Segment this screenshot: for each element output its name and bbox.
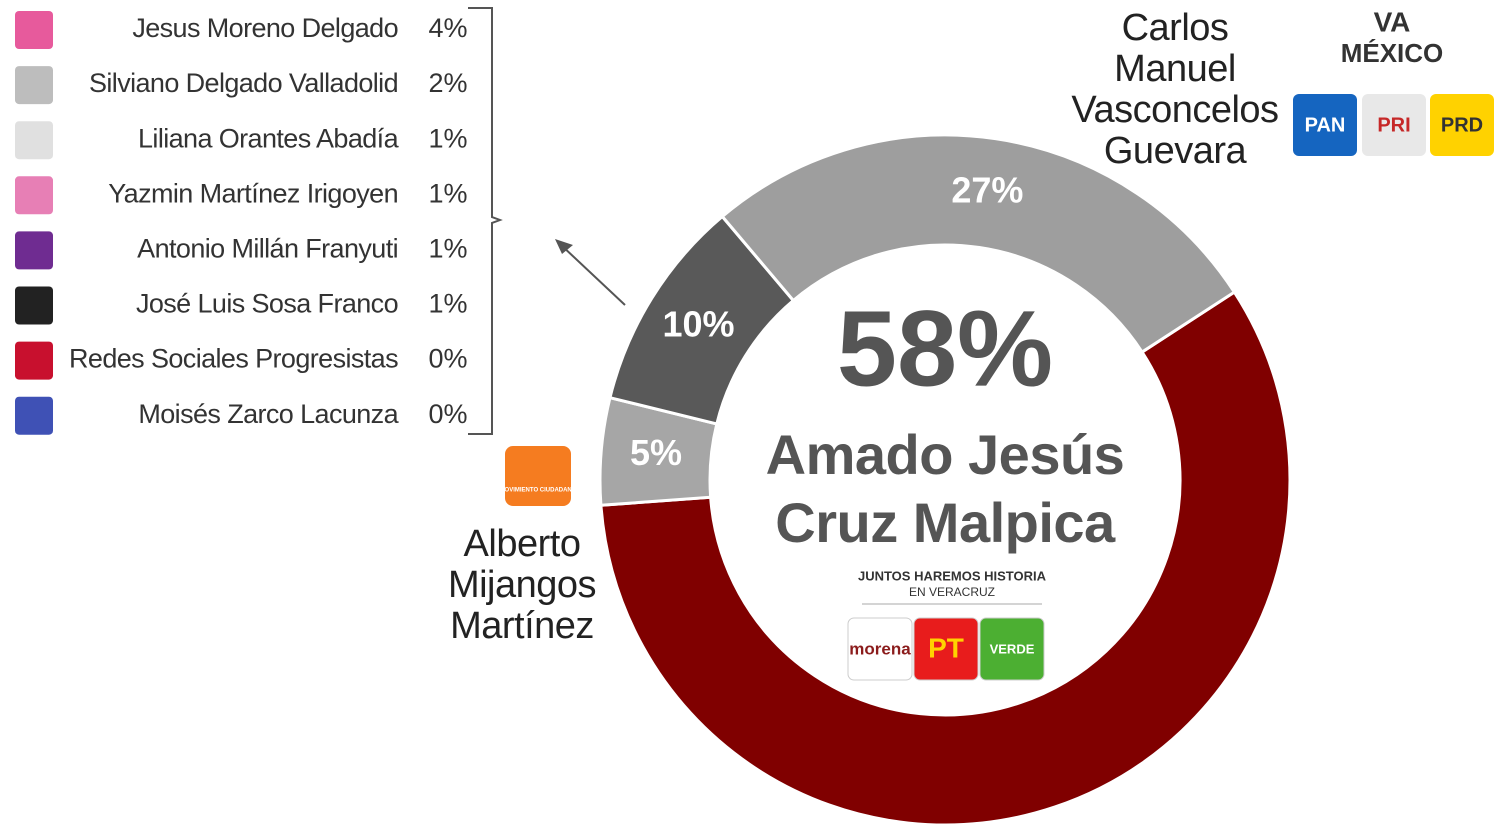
- list-value: 1%: [428, 123, 467, 153]
- coalition-name: JUNTOS HAREMOS HISTORIA: [858, 568, 1047, 583]
- candidate-name: Carlos Manuel Vasconcelos Guevara: [1071, 7, 1279, 172]
- segment-label: 5%: [630, 432, 682, 473]
- segment-label: 27%: [951, 170, 1023, 211]
- party-name: PRD: [1441, 114, 1483, 136]
- party-name: PAN: [1305, 114, 1346, 136]
- party-icon: [15, 11, 53, 49]
- list-name: Liliana Orantes Abadía: [138, 123, 400, 153]
- list-value: 1%: [428, 289, 467, 319]
- list-name: Antonio Millán Franyuti: [137, 234, 398, 264]
- party-logo: [1362, 94, 1426, 156]
- center-value: 58%: [837, 288, 1053, 409]
- list-name: Silviano Delgado Valladolid: [89, 68, 398, 98]
- party-name: PRI: [1377, 114, 1410, 136]
- list-value: 1%: [428, 178, 467, 208]
- coalition-subtitle: EN VERACRUZ: [909, 585, 995, 599]
- arrow: [559, 243, 626, 306]
- party-icon: [15, 286, 53, 325]
- party-logo: [913, 617, 979, 681]
- donut-segment: [599, 290, 1292, 827]
- party-icon: [15, 121, 53, 160]
- party-icon: [15, 396, 53, 435]
- party-icon: [15, 176, 53, 215]
- list-value: 2%: [428, 68, 467, 98]
- list-value: 0%: [428, 344, 467, 374]
- bracket: [468, 7, 503, 435]
- candidate-name: Amado Jesús Cruz Malpica: [765, 423, 1125, 554]
- party-icon: [15, 231, 53, 270]
- arrow-head: [555, 239, 573, 254]
- party-name: PT: [928, 632, 964, 663]
- party-icon: [15, 341, 53, 380]
- party-logo: [1430, 94, 1494, 156]
- candidate-name: Alberto Mijangos Martínez: [447, 523, 597, 647]
- coalition-name: VA: [1374, 6, 1411, 37]
- list-name: Jesus Moreno Delgado: [132, 13, 398, 43]
- list-name: Redes Sociales Progresistas: [69, 344, 398, 374]
- list-value: 0%: [428, 399, 467, 429]
- party-logo: [979, 617, 1045, 681]
- party-name: MOVIMIENTO CIUDADANO: [500, 488, 577, 494]
- donut-segment: [720, 133, 1237, 355]
- list-value: 1%: [428, 234, 467, 264]
- party-logo: [1293, 94, 1357, 156]
- list-name: Yazmin Martínez Irigoyen: [108, 178, 398, 208]
- segment-label: 10%: [662, 304, 734, 345]
- coalition-subtitle: MÉXICO: [1341, 38, 1444, 68]
- list-name: Moisés Zarco Lacunza: [138, 399, 399, 429]
- party-logo: [505, 446, 571, 506]
- list-value: 4%: [428, 13, 467, 43]
- party-icon: [15, 66, 53, 105]
- party-name: VERDE: [990, 641, 1035, 656]
- party-logo: [847, 617, 913, 681]
- list-name: José Luis Sosa Franco: [136, 289, 398, 319]
- party-name: morena: [849, 639, 911, 658]
